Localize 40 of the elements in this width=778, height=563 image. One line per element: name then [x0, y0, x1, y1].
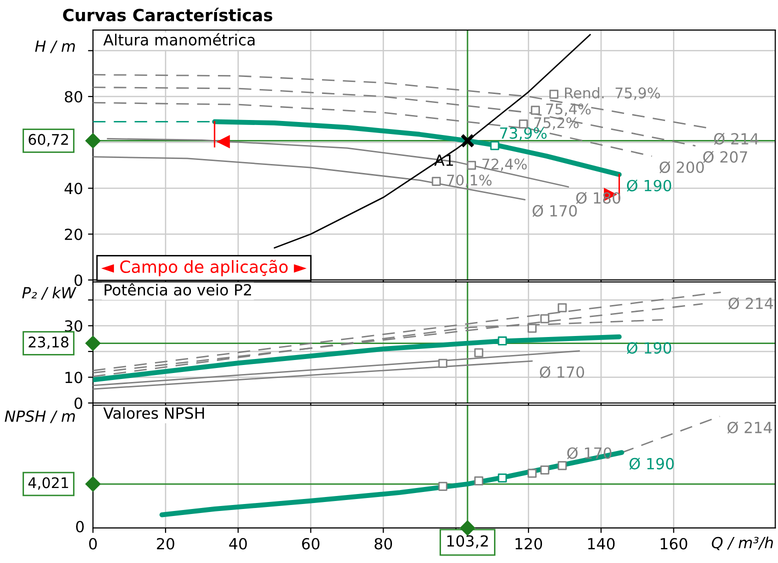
chart-title: Curvas Características — [63, 8, 272, 22]
series-label: Ø 190 — [626, 342, 672, 354]
series-label: Ø 207 — [703, 150, 748, 164]
series-label: Ø 214 — [727, 421, 772, 434]
y-axis-title: NPSH / m — [4, 410, 75, 424]
series-label: Ø 190 — [629, 458, 674, 470]
series-label: Ø 190 — [626, 180, 672, 192]
y-tick-label: 20 — [64, 228, 82, 240]
annotation: 72,4% — [482, 158, 527, 172]
series-label: Ø 200 — [660, 161, 704, 174]
ref-line-label: 60,72 — [28, 134, 68, 146]
ref-line-label: 23,18 — [28, 336, 68, 350]
y-tick-label: 40 — [64, 182, 82, 194]
x-tick-label: 20 — [156, 538, 174, 550]
annotation: 75,4% — [546, 103, 591, 116]
y-axis-title: H / m — [35, 40, 75, 54]
x-tick-label: 60 — [302, 538, 320, 550]
y-tick-label: 0 — [74, 274, 82, 286]
y-tick-label: 10 — [65, 372, 82, 384]
y-tick-label: 80 — [64, 90, 82, 103]
x-tick-label: 160 — [660, 538, 688, 550]
annotation: Rend. 75,9% — [565, 87, 660, 100]
text: 4,021 — [28, 477, 68, 490]
x-tick-label: 120 — [516, 538, 542, 550]
chart-subtitle: Valores NPSH — [103, 407, 204, 419]
series-label: Ø 214 — [728, 297, 773, 310]
y-tick-label: 30 — [64, 320, 82, 332]
y-axis-title: P₂ / kW — [22, 286, 76, 300]
annotation: ◄ Campo de aplicação ► — [101, 260, 307, 276]
x-axis-title: Q / m³/h — [712, 536, 773, 550]
series-label: Ø 170 — [540, 366, 584, 378]
y-tick-label: 0 — [74, 397, 82, 410]
x-tick-label: 0 — [89, 538, 97, 550]
series-label: Ø 170 — [532, 204, 577, 217]
x-tick-label: 140 — [588, 538, 615, 550]
chart-subtitle: Altura manométrica — [103, 33, 255, 46]
ref-line-label: 103,2 — [447, 535, 488, 548]
chart-subtitle: Potência ao veio P2 — [104, 283, 252, 296]
x-tick-label: 40 — [229, 538, 247, 550]
x-tick-label: 80 — [374, 538, 392, 550]
